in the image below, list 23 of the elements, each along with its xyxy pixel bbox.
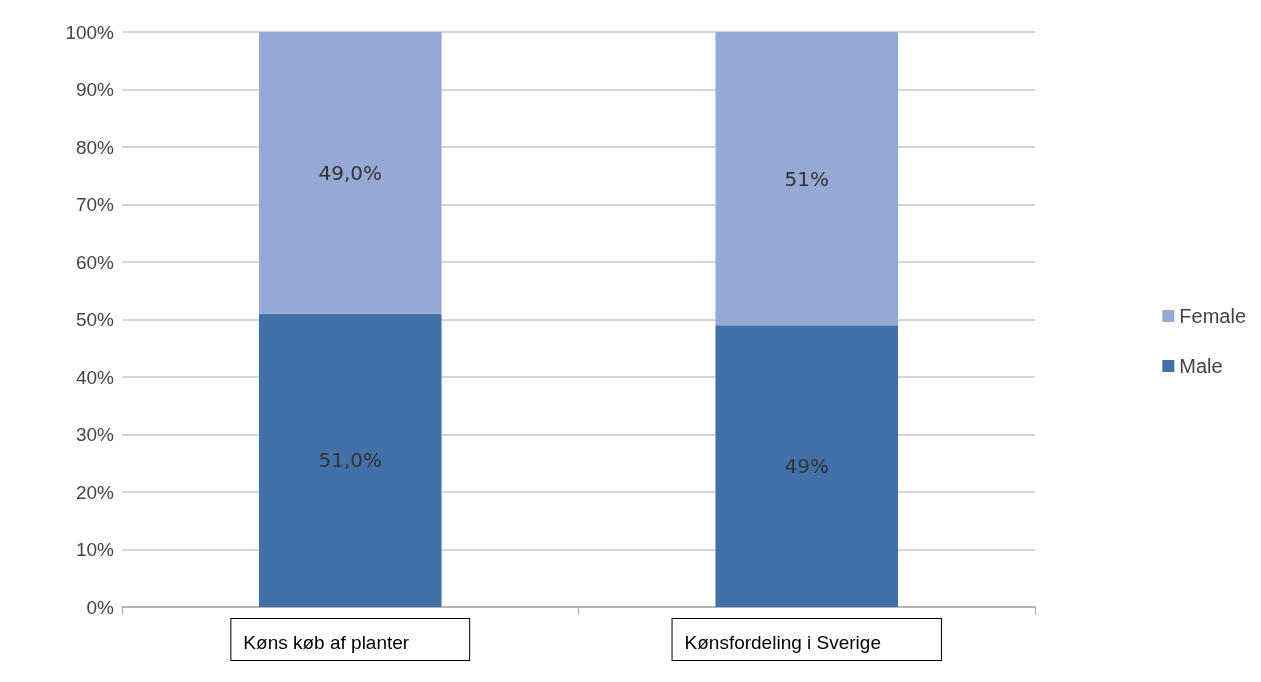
bar bbox=[258, 32, 442, 314]
y-tick-label: 40% bbox=[75, 366, 115, 388]
legend-label: Female bbox=[1179, 305, 1247, 327]
data-label: 51% bbox=[784, 166, 829, 191]
y-tick-label: 0% bbox=[86, 596, 115, 618]
bar bbox=[715, 325, 899, 607]
y-tick-label: 70% bbox=[75, 194, 115, 215]
y-tick-label: 80% bbox=[75, 136, 115, 158]
y-tick-label: 60% bbox=[75, 251, 115, 273]
x-tick-label: Kønsfordeling i Sverige bbox=[684, 632, 881, 653]
data-label: 49% bbox=[784, 454, 829, 479]
x-tick-label: Køns køb af planter bbox=[243, 632, 410, 653]
y-tick-label: 10% bbox=[75, 539, 115, 560]
y-tick-label: 100% bbox=[65, 21, 115, 43]
y-tick-label: 20% bbox=[75, 481, 115, 503]
y-tick-label: 90% bbox=[75, 79, 115, 100]
y-tick-label: 50% bbox=[75, 309, 115, 330]
bar bbox=[715, 32, 899, 326]
y-tick-label: 30% bbox=[75, 424, 115, 445]
legend-label: Male bbox=[1179, 355, 1223, 377]
bar bbox=[258, 313, 442, 607]
data-label: 51,0% bbox=[318, 448, 383, 473]
data-label: 49,0% bbox=[318, 160, 383, 185]
